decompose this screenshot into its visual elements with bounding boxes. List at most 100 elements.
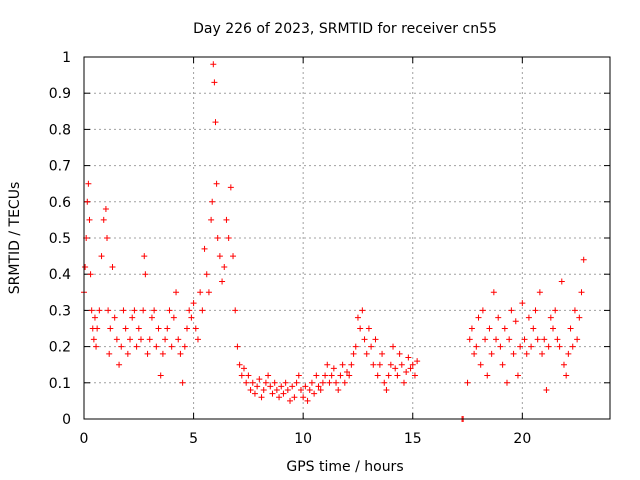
data-point	[398, 361, 405, 368]
data-point	[341, 379, 348, 386]
data-point	[91, 314, 98, 321]
data-point	[534, 336, 541, 343]
data-point	[330, 365, 337, 372]
data-point	[403, 368, 410, 375]
data-point	[468, 325, 475, 332]
data-point	[385, 372, 392, 379]
data-point	[484, 372, 491, 379]
data-point	[280, 390, 287, 397]
data-point	[162, 336, 169, 343]
data-point	[304, 397, 311, 404]
data-point	[306, 387, 313, 394]
data-point	[212, 119, 219, 126]
data-point	[315, 383, 322, 390]
data-point	[256, 376, 263, 383]
y-tick-label: 0.6	[49, 195, 71, 211]
data-point	[497, 343, 504, 350]
data-point	[400, 379, 407, 386]
data-point	[251, 390, 258, 397]
data-point	[173, 289, 180, 296]
data-point	[368, 343, 375, 350]
data-point	[405, 354, 412, 361]
data-point	[230, 253, 237, 260]
data-point	[521, 336, 528, 343]
data-point	[560, 361, 567, 368]
data-point	[514, 372, 521, 379]
grid-lines	[84, 57, 610, 419]
data-point	[87, 271, 94, 278]
data-point	[510, 350, 517, 357]
data-point	[352, 343, 359, 350]
data-point	[213, 180, 220, 187]
y-tick-label: 0.7	[49, 159, 71, 175]
data-point	[98, 253, 105, 260]
data-point	[260, 387, 267, 394]
data-point	[337, 372, 344, 379]
data-point	[354, 314, 361, 321]
data-point	[203, 271, 210, 278]
data-point	[129, 314, 136, 321]
data-point	[576, 314, 583, 321]
data-point	[116, 361, 123, 368]
data-point	[181, 343, 188, 350]
data-point	[466, 336, 473, 343]
data-point	[192, 325, 199, 332]
data-point	[574, 336, 581, 343]
y-tick-label: 0.8	[49, 122, 71, 138]
data-point	[528, 343, 535, 350]
data-point	[276, 394, 283, 401]
data-point	[313, 372, 320, 379]
data-point	[291, 394, 298, 401]
data-point	[278, 383, 285, 390]
data-point	[545, 343, 552, 350]
data-point	[133, 343, 140, 350]
data-point	[234, 343, 241, 350]
data-point	[517, 343, 524, 350]
data-point	[293, 379, 300, 386]
data-point	[486, 325, 493, 332]
data-point	[374, 372, 381, 379]
data-point	[409, 361, 416, 368]
x-tick-label: 5	[189, 431, 198, 447]
data-point	[488, 350, 495, 357]
data-point	[547, 314, 554, 321]
data-point	[273, 387, 280, 394]
data-point	[211, 79, 218, 86]
data-point	[109, 263, 116, 270]
data-point	[243, 379, 250, 386]
data-point	[184, 325, 191, 332]
data-point	[503, 379, 510, 386]
data-point	[284, 387, 291, 394]
data-point	[499, 361, 506, 368]
data-point	[247, 387, 254, 394]
data-point	[106, 350, 113, 357]
data-point	[477, 361, 484, 368]
data-point	[348, 361, 355, 368]
data-point	[84, 198, 91, 205]
data-point	[140, 307, 147, 314]
data-point	[326, 379, 333, 386]
y-tick-label: 1	[62, 50, 71, 66]
y-tick-label: 0.2	[49, 340, 71, 356]
data-point	[113, 336, 120, 343]
data-point	[249, 379, 256, 386]
data-point	[556, 343, 563, 350]
y-tick-label: 0	[62, 412, 71, 428]
data-point	[361, 336, 368, 343]
data-point	[124, 350, 131, 357]
data-point	[543, 387, 550, 394]
data-point	[387, 361, 394, 368]
data-point	[563, 372, 570, 379]
data-point	[370, 361, 377, 368]
x-tick-label: 15	[404, 431, 422, 447]
data-point	[372, 336, 379, 343]
data-point	[311, 390, 318, 397]
data-point	[289, 383, 296, 390]
data-point	[102, 206, 109, 213]
data-point	[137, 336, 144, 343]
data-point	[144, 350, 151, 357]
data-point	[282, 379, 289, 386]
data-point	[554, 336, 561, 343]
data-point	[219, 278, 226, 285]
data-point	[148, 314, 155, 321]
